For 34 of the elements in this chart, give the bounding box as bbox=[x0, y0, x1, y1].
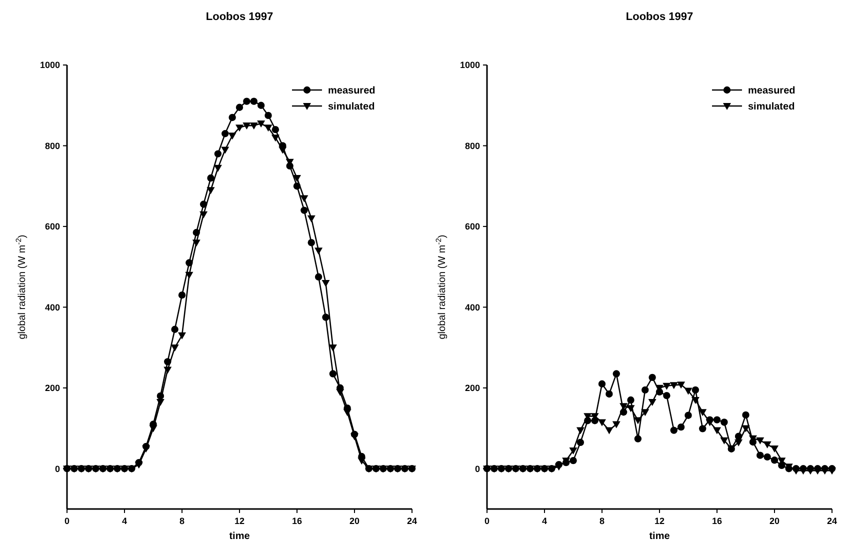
y-tick-label: 1000 bbox=[40, 60, 60, 70]
x-axis-title: time bbox=[649, 531, 670, 542]
x-tick-label: 8 bbox=[179, 516, 185, 526]
y-tick-label: 600 bbox=[464, 222, 480, 232]
legend-label: measured bbox=[748, 86, 796, 96]
y-tick-label: 400 bbox=[464, 302, 480, 312]
y-tick-label: 800 bbox=[44, 140, 60, 151]
y-tick-label: 0 bbox=[474, 464, 480, 474]
x-axis-title: time bbox=[229, 531, 250, 542]
x-tick-label: 8 bbox=[599, 516, 605, 526]
x-tick-label: 4 bbox=[122, 516, 128, 526]
x-tick-label: 4 bbox=[542, 516, 548, 526]
legend-label: simulated bbox=[748, 102, 795, 112]
y-tick-label: 200 bbox=[464, 383, 480, 394]
x-tick-label: 12 bbox=[234, 516, 245, 526]
x-tick-label: 0 bbox=[64, 516, 70, 526]
x-tick-label: 20 bbox=[769, 516, 780, 526]
y-tick-label: 0 bbox=[54, 464, 60, 474]
x-tick-label: 12 bbox=[654, 516, 665, 526]
y-tick-label: 800 bbox=[464, 140, 480, 151]
x-tick-label: 24 bbox=[826, 516, 838, 526]
x-tick-label: 0 bbox=[484, 516, 490, 526]
y-tick-label: 600 bbox=[44, 222, 60, 232]
y-tick-label: 400 bbox=[44, 302, 60, 312]
x-tick-label: 20 bbox=[349, 516, 360, 526]
legend-label: measured bbox=[328, 86, 376, 96]
chart-title: Loobos 1997 bbox=[206, 11, 274, 23]
x-tick-label: 24 bbox=[406, 516, 418, 526]
y-tick-label: 200 bbox=[44, 383, 60, 394]
legend-label: simulated bbox=[328, 102, 375, 112]
chart-title: Loobos 1997 bbox=[626, 11, 694, 23]
y-tick-label: 1000 bbox=[460, 60, 480, 70]
x-tick-label: 16 bbox=[292, 516, 302, 526]
x-tick-label: 16 bbox=[712, 516, 722, 526]
